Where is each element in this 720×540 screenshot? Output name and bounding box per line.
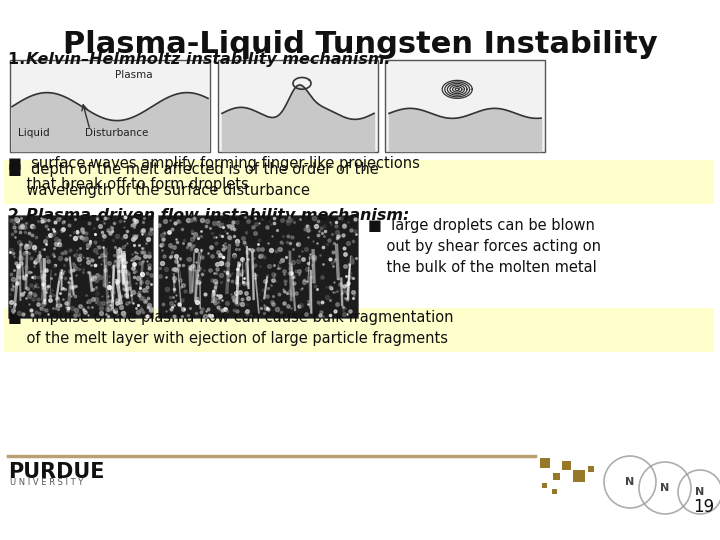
Text: ■  surface waves amplify forming finger-like projections
    that break off to f: ■ surface waves amplify forming finger-l… (8, 156, 420, 192)
Bar (573, 470, 585, 482)
Bar (385, 60, 545, 152)
Bar (553, 473, 560, 480)
Text: PURDUE: PURDUE (8, 462, 104, 482)
Text: Disturbance: Disturbance (85, 128, 148, 138)
Bar (552, 489, 557, 494)
Bar (588, 466, 594, 472)
Bar (158, 215, 358, 318)
Text: N: N (696, 487, 705, 497)
Bar (542, 483, 547, 488)
Text: ■  impulse of the plasma flow can cause bulk fragmentation
    of the melt layer: ■ impulse of the plasma flow can cause b… (8, 310, 454, 346)
Bar (562, 461, 571, 470)
Text: Plasma-Liquid Tungsten Instability: Plasma-Liquid Tungsten Instability (63, 30, 657, 59)
Text: ■  depth of the melt affected is of the order of the
    wavelength of the surfa: ■ depth of the melt affected is of the o… (8, 162, 379, 198)
Text: Plasma: Plasma (115, 70, 153, 80)
Bar (8, 215, 153, 318)
Text: N: N (660, 483, 670, 493)
Bar (540, 458, 550, 468)
Text: Liquid: Liquid (18, 128, 50, 138)
Text: U N I V E R S I T Y: U N I V E R S I T Y (10, 478, 84, 487)
Text: 1.: 1. (8, 52, 31, 67)
FancyBboxPatch shape (4, 160, 714, 204)
Text: 19: 19 (693, 498, 714, 516)
Bar (218, 60, 378, 152)
Text: ■  large droplets can be blown
    out by shear forces acting on
    the bulk of: ■ large droplets can be blown out by she… (368, 218, 601, 275)
FancyBboxPatch shape (4, 308, 714, 352)
Bar (10, 60, 210, 152)
Text: N: N (626, 477, 634, 487)
Text: Kelvin–Helmholtz instability mechanism:: Kelvin–Helmholtz instability mechanism: (26, 52, 391, 67)
Text: 2.: 2. (8, 208, 31, 223)
Text: Plasma-driven flow instability mechanism:: Plasma-driven flow instability mechanism… (26, 208, 410, 223)
